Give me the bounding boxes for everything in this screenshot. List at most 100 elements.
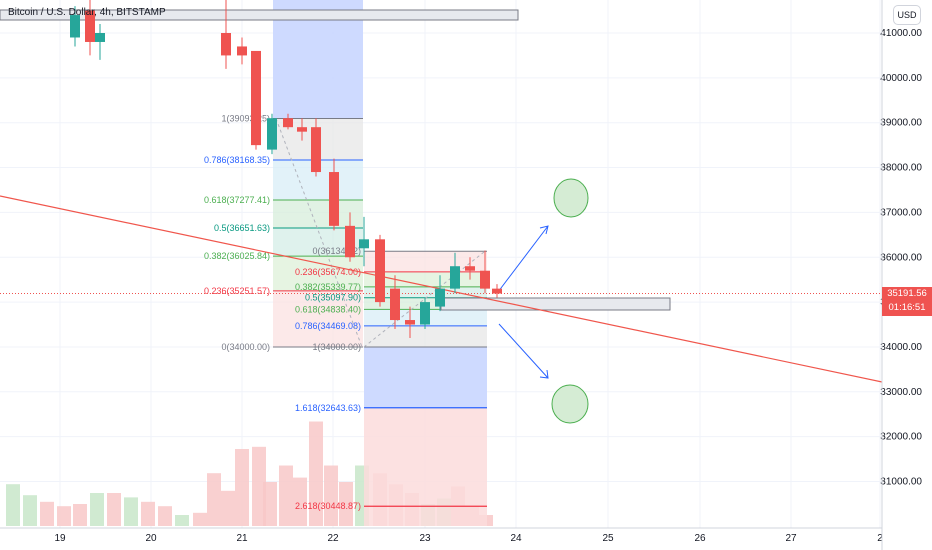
arrow-up xyxy=(497,225,549,293)
candle-body xyxy=(221,33,231,56)
candle-body xyxy=(480,270,490,289)
y-tick-label: 31000.00 xyxy=(880,477,922,488)
candle-body xyxy=(283,118,293,128)
candle-body xyxy=(85,10,95,42)
ellipse-target-down xyxy=(551,384,589,424)
fib-upper-label: 0(34000.00) xyxy=(221,342,270,352)
fib-ext-label: 1.618(32643.63) xyxy=(295,403,361,413)
currency-button[interactable]: USD xyxy=(893,5,921,25)
x-tick-label: 25 xyxy=(602,533,614,544)
y-tick-label: 34000.00 xyxy=(880,342,922,353)
fib-ext-band-red xyxy=(364,407,487,526)
rectangle-top xyxy=(0,9,519,21)
candle-body xyxy=(297,127,307,132)
x-tick-label: 21 xyxy=(236,533,248,544)
fib-lower-label: 0.236(35674.00) xyxy=(295,267,361,277)
fib-lower-band xyxy=(364,286,487,298)
volume-bar xyxy=(252,446,266,526)
volume-bar xyxy=(107,493,121,526)
candle-body xyxy=(450,266,460,289)
volume-bar xyxy=(6,484,20,526)
fib-upper-label: 0.382(36025.84) xyxy=(204,251,270,261)
candle-body xyxy=(375,239,385,303)
drawing-objects[interactable] xyxy=(0,9,883,424)
volume-bar xyxy=(23,495,37,526)
fib-upper-label: 0.618(37277.41) xyxy=(204,195,270,205)
y-tick-label: 41000.00 xyxy=(880,28,922,39)
x-tick-label: 2 xyxy=(877,533,883,544)
volume-bar xyxy=(235,449,249,526)
volume-bar xyxy=(40,501,54,526)
volume-bar xyxy=(73,504,87,526)
candle-body xyxy=(95,33,105,42)
volume-bar xyxy=(158,506,172,526)
fib-lower-band xyxy=(364,325,487,347)
fib-upper-band xyxy=(273,199,363,229)
volume-bar xyxy=(207,473,221,526)
candle-body xyxy=(70,15,80,38)
fib-trend-dashed-2 xyxy=(363,250,486,348)
y-tick-label: 32000.00 xyxy=(880,432,922,443)
volume-bar xyxy=(141,501,155,526)
volume-bar xyxy=(57,506,71,526)
y-tick-label: 36000.00 xyxy=(880,252,922,263)
fib-upper-band xyxy=(273,290,363,347)
y-tick-label: 38000.00 xyxy=(880,163,922,174)
candle-body xyxy=(267,118,277,150)
candle-body xyxy=(311,127,321,173)
candle-body xyxy=(465,266,475,271)
fib-lower-label: 0.5(35097.90) xyxy=(305,293,361,303)
x-tick-label: 27 xyxy=(785,533,797,544)
fib-lower-label: 0.786(34469.08) xyxy=(295,321,361,331)
volume-bar xyxy=(324,465,338,526)
rectangle-support xyxy=(440,297,671,311)
fib-ext-band-blue xyxy=(364,346,487,408)
volume-bar xyxy=(124,497,138,526)
volume-bar xyxy=(175,515,189,526)
fib-upper-label: 1(39093.25) xyxy=(221,114,270,124)
fib-lower-label: 0.618(34838.40) xyxy=(295,304,361,314)
volume-bar xyxy=(293,477,307,526)
candle-body xyxy=(237,46,247,56)
volume-bar xyxy=(221,490,235,526)
volume-bar xyxy=(339,482,353,526)
candle-body xyxy=(492,288,502,294)
candle-body xyxy=(420,302,430,325)
candle-body xyxy=(435,288,445,307)
fib-upper-label: 0.236(35251.57) xyxy=(204,286,270,296)
volume-bar xyxy=(279,465,293,526)
arrow-down xyxy=(498,323,549,379)
candle-body xyxy=(359,239,369,249)
candle-body xyxy=(345,225,355,258)
fib-lower-label: 0.382(35339.77) xyxy=(295,282,361,292)
x-tick-label: 23 xyxy=(419,533,431,544)
bar-countdown: 01:16:51 xyxy=(888,302,926,313)
fib-lower-label: 0(36134.92) xyxy=(312,246,361,256)
y-tick-label: 37000.00 xyxy=(880,207,922,218)
x-tick-label: 22 xyxy=(327,533,339,544)
last-price: 35191.56 xyxy=(887,288,927,299)
x-tick-label: 26 xyxy=(694,533,706,544)
candle-body xyxy=(329,172,339,226)
volume-bar xyxy=(309,421,323,526)
volume-bar xyxy=(263,482,277,526)
ellipse-target-up xyxy=(553,178,589,218)
y-tick-label: 40000.00 xyxy=(880,73,922,84)
symbol-legend[interactable]: Bitcoin / U.S. Dollar, 4h, BITSTAMP xyxy=(8,7,166,18)
y-tick-label: 39000.00 xyxy=(880,118,922,129)
x-tick-label: 24 xyxy=(510,533,522,544)
fib-upper-band xyxy=(273,256,363,291)
volume-bar xyxy=(90,493,104,526)
candle-body xyxy=(251,50,261,146)
fib-ext-label: 2.618(30448.87) xyxy=(295,501,361,511)
x-tick-label: 20 xyxy=(145,533,157,544)
fib-upper-label: 0.786(38168.35) xyxy=(204,155,270,165)
fib-retracement[interactable]: 1(39093.25) 0.786(38168.35) 0.618(37277.41… xyxy=(204,0,487,526)
last-price-label: 35191.56 01:16:51 xyxy=(882,287,932,316)
volume-bar xyxy=(193,512,207,526)
candle-body xyxy=(405,320,415,325)
x-tick-label: 19 xyxy=(54,533,66,544)
